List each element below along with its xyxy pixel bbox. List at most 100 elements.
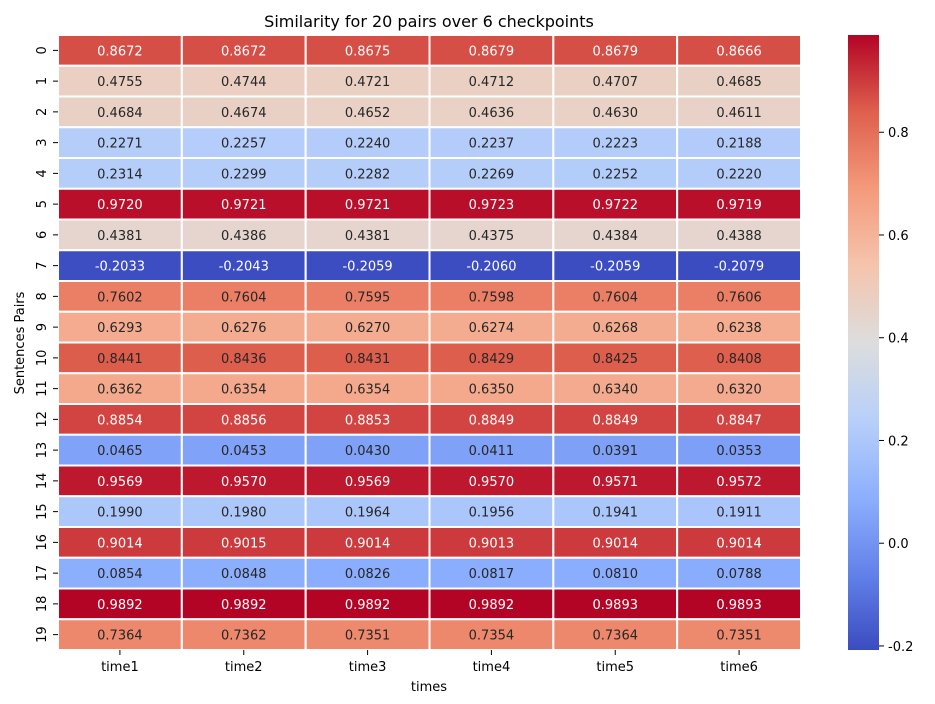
cell-value-label: 0.9892 <box>97 598 143 613</box>
y-tick-label: 19 <box>35 626 50 643</box>
y-tick-label: 6 <box>35 231 50 239</box>
cell-value-label: 0.7362 <box>221 629 267 644</box>
cell-value-label: 0.6238 <box>716 321 762 336</box>
cell-value-label: 0.8853 <box>345 413 391 428</box>
y-tick-label: 14 <box>35 473 50 490</box>
heatmap-cell <box>428 249 555 282</box>
x-tick-label: time5 <box>596 660 634 675</box>
heatmap-cell <box>304 372 431 405</box>
heatmap-cell <box>676 64 803 98</box>
heatmap-cell <box>304 249 431 282</box>
cell-value-label: 0.1964 <box>345 506 391 521</box>
cell-value-label: 0.9892 <box>469 598 515 613</box>
y-tick-label: 5 <box>35 200 50 208</box>
heatmap-cell <box>428 433 555 467</box>
cell-value-label: 0.7364 <box>97 629 143 644</box>
colorbar-gradient <box>848 35 879 650</box>
heatmap-cell <box>552 495 679 528</box>
cell-value-label: 0.4388 <box>716 229 762 244</box>
cell-value-label: 0.0848 <box>221 567 267 582</box>
cell-value-label: 0.4685 <box>716 75 762 90</box>
cell-value-label: 0.9014 <box>345 536 391 551</box>
heatmap-cell <box>676 433 803 467</box>
cell-value-label: 0.2252 <box>593 167 639 182</box>
heatmap-cell <box>180 280 307 313</box>
cell-value-label: 0.9570 <box>221 475 267 490</box>
cell-value-label: 0.6293 <box>97 321 143 336</box>
cell-value-label: 0.4375 <box>469 229 515 244</box>
heatmap-cell <box>428 64 555 98</box>
heatmap-cell <box>676 556 803 590</box>
heatmap-cell <box>304 280 431 313</box>
cell-value-label: 0.8672 <box>97 44 143 59</box>
cell-value-label: 0.6354 <box>345 383 391 398</box>
heatmap-cell <box>304 403 431 436</box>
cell-value-label: 0.6354 <box>221 383 267 398</box>
cell-value-label: 0.2188 <box>716 137 762 152</box>
cell-value-label: 0.4721 <box>345 75 391 90</box>
heatmap-cell <box>57 187 183 221</box>
cell-value-label: 0.2240 <box>345 137 391 152</box>
cell-value-label: 0.9570 <box>469 475 515 490</box>
heatmap-cell <box>552 464 679 498</box>
y-tick-label: 7 <box>35 261 50 269</box>
x-tick-label: time6 <box>720 660 758 675</box>
cell-value-label: 0.1941 <box>593 506 639 521</box>
heatmap-cell <box>428 95 555 129</box>
cell-value-label: 0.6362 <box>97 383 143 398</box>
cell-value-label: 0.8436 <box>221 352 267 367</box>
heatmap-cell <box>676 372 803 405</box>
colorbar-tick-label: 0.6 <box>888 229 909 244</box>
cell-value-label: 0.7604 <box>593 290 639 305</box>
heatmap-cell <box>676 526 803 559</box>
heatmap-cell <box>552 126 679 159</box>
heatmap-cell <box>180 526 307 559</box>
cell-value-label: 0.9719 <box>716 198 762 213</box>
heatmap-cells <box>57 34 803 651</box>
cell-value-label: 0.9014 <box>593 536 639 551</box>
heatmap-cell <box>304 157 431 190</box>
cell-value-label: 0.8666 <box>716 44 762 59</box>
cell-value-label: 0.6276 <box>221 321 267 336</box>
y-tick-label: 16 <box>35 534 50 551</box>
heatmap-cell <box>180 95 307 129</box>
y-tick-label: 9 <box>35 323 50 331</box>
heatmap-cell <box>676 126 803 159</box>
cell-value-label: 0.1956 <box>469 506 515 521</box>
heatmap-cell <box>552 95 679 129</box>
cell-value-label: 0.8679 <box>593 44 639 59</box>
cell-value-label: 0.8856 <box>221 413 267 428</box>
heatmap-cell <box>57 126 183 159</box>
heatmap-cell <box>552 310 679 344</box>
cell-value-label: -0.2043 <box>219 260 269 275</box>
colorbar-tick-label: 0.0 <box>888 537 909 552</box>
heatmap-cell <box>57 341 183 375</box>
y-tick-label: 2 <box>35 108 50 116</box>
cell-value-label: 0.0817 <box>469 567 515 582</box>
cell-value-label: 0.1980 <box>221 506 267 521</box>
heatmap-cell <box>180 618 307 651</box>
cell-value-label: -0.2033 <box>95 260 145 275</box>
x-axis-label: times <box>411 680 447 695</box>
cell-value-label: 0.9014 <box>716 536 762 551</box>
heatmap-cell <box>428 126 555 159</box>
cell-value-label: 0.2223 <box>593 137 639 152</box>
cell-value-label: 0.1911 <box>716 506 762 521</box>
cell-value-label: 0.8849 <box>469 413 515 428</box>
cell-value-label: 0.9572 <box>716 475 762 490</box>
cell-value-label: 0.7595 <box>345 290 391 305</box>
heatmap-cell <box>57 495 183 528</box>
cell-value-label: 0.2299 <box>221 167 267 182</box>
cell-value-label: 0.0788 <box>716 567 762 582</box>
cell-value-label: 0.7351 <box>345 629 391 644</box>
cell-value-label: 0.0826 <box>345 567 391 582</box>
y-tick-label: 4 <box>35 169 50 177</box>
cell-value-label: 0.4652 <box>345 106 391 121</box>
heatmap-cell <box>304 526 431 559</box>
cell-value-label: 0.9014 <box>97 536 143 551</box>
heatmap-cell <box>57 556 183 590</box>
cell-value-label: 0.0411 <box>469 444 515 459</box>
cell-value-label: 0.8672 <box>221 44 267 59</box>
